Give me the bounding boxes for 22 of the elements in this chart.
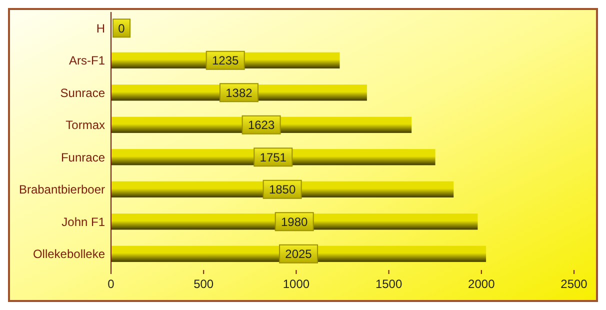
x-tick-label: 1000: [282, 277, 310, 291]
data-label: 1382: [226, 86, 253, 100]
y-tick-label: Sunrace: [60, 86, 106, 100]
y-tick-label: Ollekebolleke: [32, 247, 106, 262]
y-tick-label: H: [96, 21, 105, 36]
data-label: 2025: [285, 247, 312, 262]
y-tick-label: Brabantbierboer: [18, 182, 105, 197]
y-tick-label: Funrace: [60, 150, 106, 164]
y-tick-label: Tormax: [66, 118, 105, 132]
data-label: 0: [118, 21, 126, 36]
data-label: 1235: [212, 54, 240, 68]
x-tick-label: 0: [108, 277, 115, 291]
x-tick-label: 500: [194, 277, 214, 291]
x-tick-label: 1500: [375, 277, 402, 291]
x-tick-label: 2000: [468, 277, 496, 291]
data-label: 1623: [248, 118, 275, 132]
data-label: 1751: [260, 150, 287, 164]
y-tick-label: Ars-F1: [69, 54, 106, 68]
x-tick-label: 2500: [560, 277, 588, 291]
data-label: 1980: [280, 214, 308, 229]
y-tick-label: John F1: [62, 214, 106, 229]
data-label: 1850: [268, 182, 296, 197]
